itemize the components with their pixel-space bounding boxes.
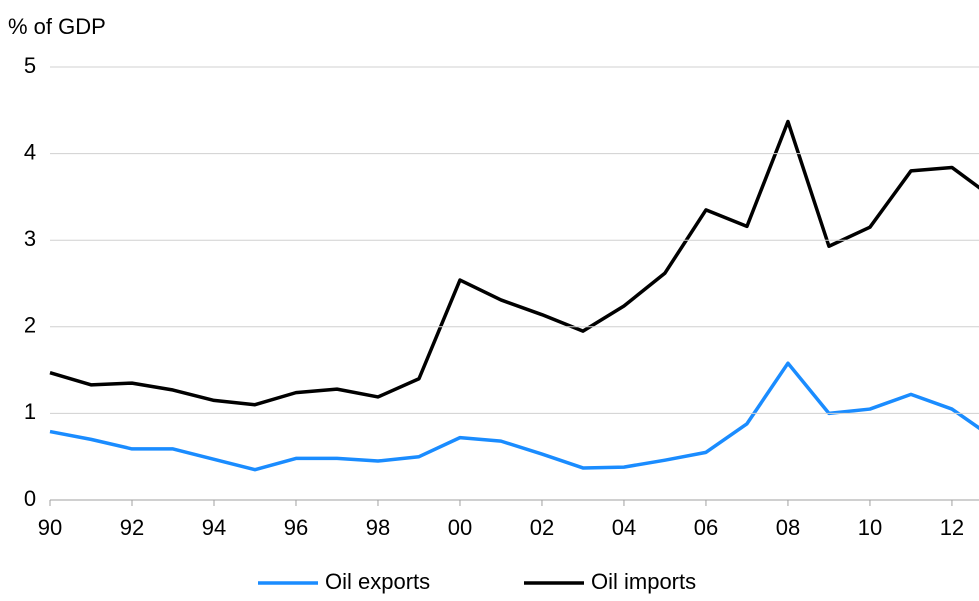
x-tick-label: 02 (530, 515, 554, 540)
plot-area (49, 119, 979, 472)
y-tick-label: 4 (24, 139, 36, 164)
line-series (49, 119, 979, 407)
y-axis-label: % of GDP (8, 14, 106, 39)
x-tick-label: 06 (694, 515, 718, 540)
line-series (49, 361, 979, 472)
x-tick-label: 92 (120, 515, 144, 540)
x-tick-label: 04 (612, 515, 636, 540)
y-tick-label: 3 (24, 226, 36, 251)
x-tick-label: 98 (366, 515, 390, 540)
legend-label: Oil exports (325, 569, 430, 594)
x-tick-label: 08 (776, 515, 800, 540)
y-tick-label: 2 (24, 313, 36, 338)
y-tick-label: 0 (24, 486, 36, 511)
x-tick-label: 00 (448, 515, 472, 540)
y-tick-label: 1 (24, 399, 36, 424)
legend-label: Oil imports (591, 569, 696, 594)
x-tick-label: 94 (202, 515, 226, 540)
x-tick-label: 90 (38, 515, 62, 540)
x-tick-label: 96 (284, 515, 308, 540)
y-tick-label: 5 (24, 53, 36, 78)
x-tick-label: 10 (858, 515, 882, 540)
x-tick-label: 12 (940, 515, 964, 540)
